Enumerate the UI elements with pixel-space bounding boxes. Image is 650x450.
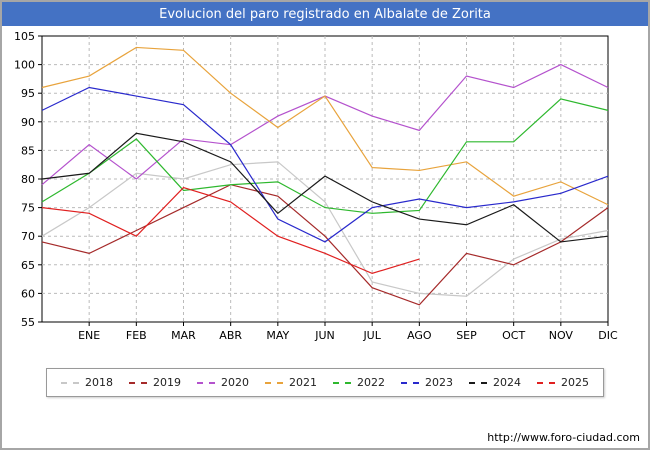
x-tick-label: DIC <box>598 329 618 342</box>
legend-item-2018: 2018 <box>61 376 113 389</box>
y-tick-label: 95 <box>21 87 35 100</box>
y-tick-label: 80 <box>21 173 35 186</box>
x-tick-label: MAR <box>171 329 196 342</box>
legend-label: 2018 <box>85 376 113 389</box>
legend-label: 2019 <box>153 376 181 389</box>
series-line-2018 <box>41 161 609 297</box>
legend-row: 2018 2019 2020 2021 2022 2023 2024 2025 <box>2 368 648 397</box>
chart-legend: 2018 2019 2020 2021 2022 2023 2024 2025 <box>46 368 604 397</box>
footer-source: http://www.foro-ciudad.com <box>487 431 640 444</box>
y-tick-label: 70 <box>21 230 35 243</box>
legend-line-swatch <box>537 381 555 384</box>
series-line-2024 <box>41 132 609 243</box>
x-tick-label: ABR <box>219 329 242 342</box>
x-tick-label: JUL <box>362 329 381 342</box>
legend-item-2021: 2021 <box>265 376 317 389</box>
legend-label: 2025 <box>561 376 589 389</box>
chart-title: Evolucion del paro registrado en Albalat… <box>159 6 491 22</box>
legend-label: 2022 <box>357 376 385 389</box>
legend-line-swatch <box>265 381 283 384</box>
series-line-2025 <box>41 186 420 275</box>
x-tick-label: OCT <box>502 329 525 342</box>
legend-item-2022: 2022 <box>333 376 385 389</box>
x-tick-label: AGO <box>407 329 432 342</box>
x-tick-label: NOV <box>549 329 574 342</box>
x-tick-label: SEP <box>456 329 477 342</box>
source-url-link[interactable]: http://www.foro-ciudad.com <box>487 431 640 444</box>
legend-line-swatch <box>129 381 147 384</box>
x-tick-label: ENE <box>78 329 100 342</box>
legend-item-2024: 2024 <box>469 376 521 389</box>
legend-item-2019: 2019 <box>129 376 181 389</box>
y-tick-label: 55 <box>21 316 35 329</box>
x-tick-label: JUN <box>314 329 335 342</box>
legend-label: 2024 <box>493 376 521 389</box>
x-tick-label: FEB <box>126 329 147 342</box>
series-line-2023 <box>41 86 609 243</box>
series-line-2022 <box>41 98 609 214</box>
y-tick-label: 65 <box>21 259 35 272</box>
plot-area: 55 60 65 70 75 80 85 90 95 100 105 ENE FEB MAR ABR MAY J… <box>2 26 648 358</box>
y-tick-label: 85 <box>21 144 35 157</box>
legend-line-swatch <box>333 381 351 384</box>
legend-line-swatch <box>469 381 487 384</box>
legend-line-swatch <box>197 381 215 384</box>
y-tick-label: 60 <box>21 287 35 300</box>
x-tick-label: MAY <box>266 329 289 342</box>
line-chart: 55 60 65 70 75 80 85 90 95 100 105 ENE FEB MAR ABR MAY J… <box>14 30 618 342</box>
legend-item-2020: 2020 <box>197 376 249 389</box>
legend-label: 2023 <box>425 376 453 389</box>
y-tick-label: 75 <box>21 202 35 215</box>
series-line-2021 <box>41 46 609 206</box>
legend-label: 2021 <box>289 376 317 389</box>
y-tick-label: 105 <box>14 30 35 43</box>
legend-line-swatch <box>61 381 79 384</box>
series-line-2019 <box>41 184 609 306</box>
y-tick-label: 90 <box>21 116 35 129</box>
legend-item-2025: 2025 <box>537 376 589 389</box>
legend-line-swatch <box>401 381 419 384</box>
chart-title-bar: Evolucion del paro registrado en Albalat… <box>2 2 648 26</box>
legend-item-2023: 2023 <box>401 376 453 389</box>
legend-label: 2020 <box>221 376 249 389</box>
y-tick-label: 100 <box>14 59 35 72</box>
